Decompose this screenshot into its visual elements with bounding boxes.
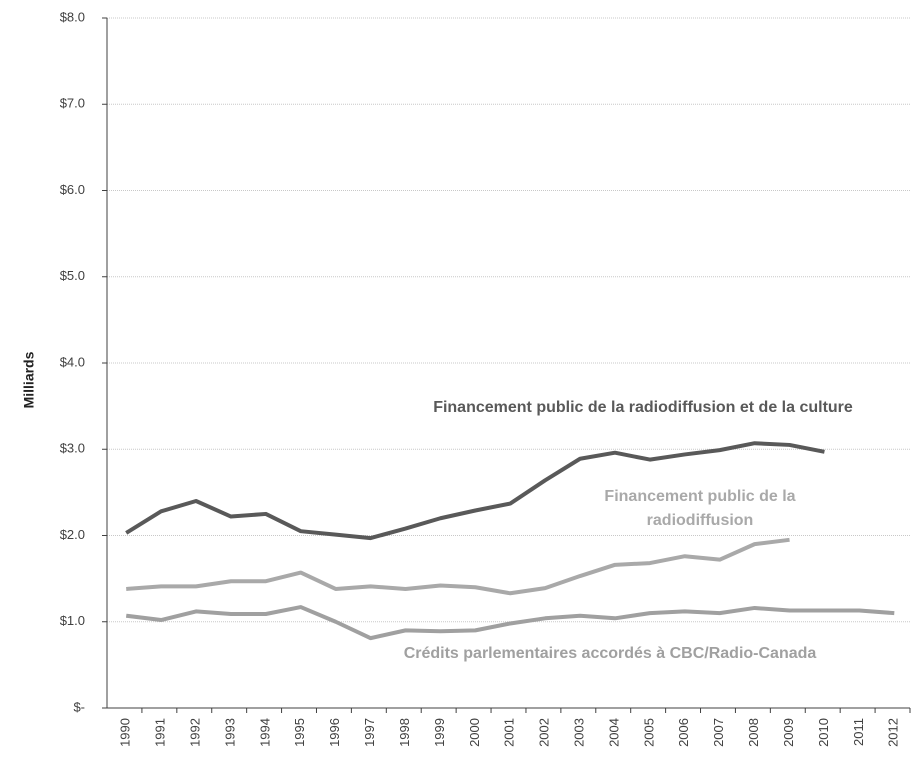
x-tick-label: 1993 [222,718,237,747]
x-tick-label: 2006 [676,718,691,747]
y-tick-label: $3.0 [60,441,85,456]
y-tick-label: $6.0 [60,182,85,197]
x-tick-label: 2003 [572,718,587,747]
y-tick-label: $5.0 [60,268,85,283]
series-label: Financement public de la radiodiffusion … [433,399,853,416]
x-tick-label: 2000 [467,718,482,747]
x-tick-label: 1999 [432,718,447,747]
series-line [126,537,790,596]
y-tick-label: $7.0 [60,96,85,111]
x-tick-label: 2008 [746,718,761,747]
x-tick-label: 1991 [153,718,168,747]
x-tick-label: 1996 [327,718,342,747]
x-tick-label: 2009 [781,718,796,747]
series-line [125,441,825,541]
x-tick-label: 2010 [816,718,831,747]
y-tick-label: $1.0 [60,613,85,628]
x-tick-label: 1994 [257,718,272,747]
x-tick-label: 1990 [118,718,133,747]
y-tick-label: $4.0 [60,354,85,369]
x-tick-label: 2007 [711,718,726,747]
series-label: Financement public de la radiodiffusion [604,488,796,529]
x-tick-label: 1997 [362,718,377,747]
x-tick-label: 2001 [502,718,517,747]
x-tick-label: 2002 [537,718,552,747]
y-tick-label: $8.0 [60,9,85,24]
x-tick-label: 1998 [397,718,412,747]
y-axis-label: Milliards [21,351,37,408]
x-tick-label: 1995 [292,718,307,747]
x-tick-label: 2011 [851,718,866,746]
series-label: Crédits parlementaires accordés à CBC/Ra… [403,645,817,662]
x-tick-label: 2005 [641,718,656,747]
x-tick-label: 2004 [606,718,621,747]
x-tick-label: 1992 [187,718,202,747]
x-tick-label: 2012 [886,718,901,747]
y-tick-label: $- [73,699,85,714]
series-line [125,605,895,641]
y-tick-label: $2.0 [60,527,85,542]
